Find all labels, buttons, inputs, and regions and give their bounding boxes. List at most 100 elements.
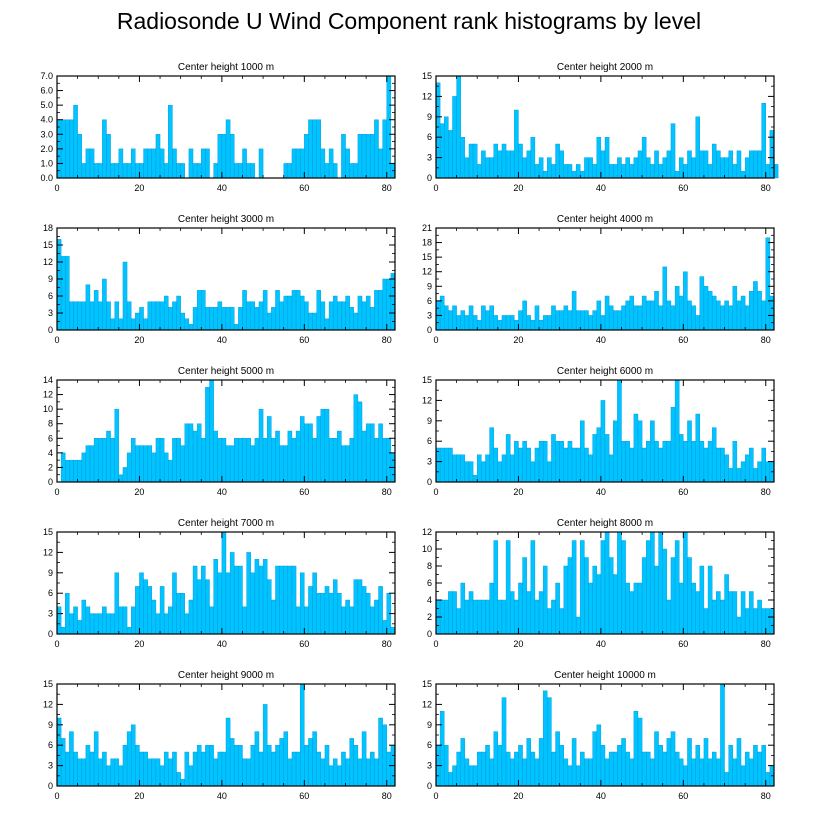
histogram-bar (258, 751, 264, 787)
histogram-bar (65, 256, 70, 331)
histogram-bar (716, 758, 721, 787)
rank-histogram-panel: Center height 10000 m 0 20 40 60 80 0 3 6 9 12 15 (422, 670, 775, 801)
histogram-bar (130, 438, 136, 483)
histogram-bar (493, 540, 499, 635)
histogram-bar (749, 758, 754, 787)
histogram-bar (448, 310, 453, 331)
histogram-bar (279, 445, 284, 483)
histogram-bar (295, 606, 301, 635)
histogram-bar (192, 307, 198, 331)
x-tick-label: 20 (134, 487, 144, 497)
y-tick-label: 12 (422, 395, 432, 405)
histogram-bar (106, 301, 111, 331)
histogram-bar (530, 320, 536, 331)
histogram-bar (695, 116, 701, 179)
histogram-bar (258, 301, 264, 331)
histogram-bar (674, 379, 680, 483)
histogram-bar (711, 143, 717, 179)
histogram-bar (361, 586, 367, 635)
histogram-bar (662, 548, 668, 635)
histogram-bar (580, 310, 585, 331)
x-tick-label: 40 (596, 487, 606, 497)
histogram-bar (654, 731, 659, 787)
histogram-bar (551, 751, 556, 787)
histogram-bar (608, 751, 614, 787)
histogram-bar (143, 445, 148, 483)
histogram-bar (456, 75, 461, 179)
histogram-bar (65, 459, 70, 483)
histogram-bar (221, 307, 227, 331)
histogram-bar (716, 300, 721, 331)
histogram-bar (514, 320, 519, 331)
histogram-bar (324, 586, 330, 635)
histogram-bar (225, 119, 231, 179)
histogram-bar (77, 758, 82, 787)
histogram-bar (497, 320, 503, 331)
histogram-bar (547, 608, 552, 635)
histogram-bar (596, 300, 602, 331)
histogram-bar (316, 751, 322, 787)
histogram-bar (163, 751, 169, 787)
histogram-bar (168, 104, 173, 179)
histogram-bar (629, 758, 635, 787)
histogram-bar (102, 751, 107, 787)
histogram-bar (485, 454, 490, 483)
histogram-bar (646, 540, 651, 635)
histogram-bar (172, 148, 177, 179)
histogram-bar (234, 745, 239, 787)
histogram-bar (563, 305, 569, 331)
histogram-bar (172, 751, 177, 787)
histogram-bar (250, 572, 256, 635)
histogram-bar (452, 591, 457, 635)
histogram-bar (126, 731, 132, 787)
histogram-bar (110, 613, 115, 635)
x-tick-label: 0 (54, 791, 59, 801)
panel-title: Center height 10000 m (554, 670, 656, 681)
histogram-bar (110, 758, 115, 787)
histogram-bar (629, 295, 635, 331)
histogram-bar (481, 305, 486, 331)
histogram-bar (89, 148, 95, 179)
histogram-bar (753, 468, 758, 483)
histogram-bar (213, 758, 218, 787)
histogram-bar (287, 163, 293, 179)
histogram-bar (621, 540, 626, 635)
histogram-bar (122, 745, 128, 787)
histogram-bar (662, 157, 668, 179)
histogram-bar (196, 163, 202, 179)
histogram-bar (361, 731, 367, 787)
histogram-bar (225, 307, 231, 331)
histogram-bar (683, 441, 688, 483)
histogram-bar (172, 572, 177, 635)
histogram-bar (73, 751, 78, 787)
histogram-bar (559, 441, 564, 483)
histogram-bar (724, 772, 729, 787)
histogram-bar (106, 134, 111, 179)
histogram-bar (324, 318, 330, 331)
histogram-bar (699, 441, 705, 483)
y-tick-label: 9 (427, 720, 432, 730)
histogram-bar (687, 300, 692, 331)
histogram-bar (246, 438, 251, 483)
histogram-bar (345, 295, 350, 331)
histogram-bar (654, 441, 659, 483)
histogram-bar (143, 579, 148, 635)
histogram-bar (464, 157, 470, 179)
histogram-bar (172, 301, 177, 331)
panel-title: Center height 5000 m (178, 366, 274, 377)
histogram-bar (608, 305, 614, 331)
histogram-bar (683, 531, 688, 635)
histogram-bar (192, 565, 198, 635)
histogram-bar (382, 438, 387, 483)
histogram-bar (600, 745, 606, 787)
histogram-bar (155, 438, 161, 483)
histogram-bar (444, 305, 449, 331)
histogram-bar (386, 278, 392, 331)
histogram-bar (151, 599, 157, 635)
y-tick-label: 12 (43, 699, 53, 709)
y-tick-label: 12 (422, 91, 432, 101)
histogram-bar (472, 765, 478, 787)
histogram-bar (201, 290, 206, 331)
histogram-bar (509, 758, 515, 787)
histogram-bar (757, 150, 762, 179)
